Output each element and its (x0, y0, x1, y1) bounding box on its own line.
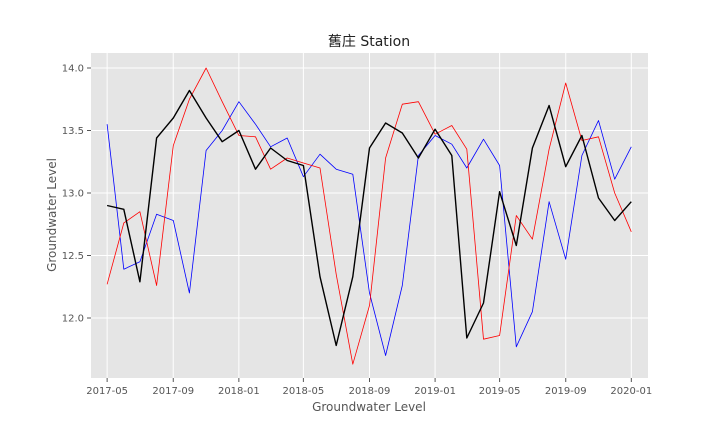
y-axis-ticks: 12.0 12.5 13.0 13.5 14.0 (62, 64, 91, 325)
x-tick-label: 2020-01 (610, 386, 652, 397)
x-tick-label: 2018-09 (349, 386, 391, 397)
y-tick-label: 14.0 (62, 64, 84, 75)
x-axis-label: Groundwater Level (312, 400, 426, 414)
series-lines (106, 67, 632, 365)
x-tick-label: 2017-05 (86, 386, 128, 397)
x-tick-label: 2019-01 (414, 386, 456, 397)
x-tick-label: 2019-05 (479, 386, 521, 397)
x-tick-label: 2018-01 (218, 386, 260, 397)
y-tick-label: 13.5 (62, 126, 84, 137)
x-tick-label: 2019-09 (545, 386, 587, 397)
y-axis-label: Groundwater Level (45, 158, 59, 272)
chart-title: 舊庄 Station (328, 33, 410, 50)
y-tick-label: 13.0 (62, 189, 84, 200)
x-axis-ticks: 2017-05 2017-09 2018-01 2018-05 2018-09 2019-… (86, 378, 652, 397)
y-tick-label: 12.0 (62, 314, 84, 325)
x-tick-label: 2017-09 (152, 386, 194, 397)
gridlines (91, 53, 648, 378)
y-tick-label: 12.5 (62, 251, 84, 262)
series-line-2 (106, 67, 632, 365)
series-line-3 (106, 89, 632, 347)
x-tick-label: 2018-05 (282, 386, 324, 397)
series-line-1 (106, 101, 632, 356)
